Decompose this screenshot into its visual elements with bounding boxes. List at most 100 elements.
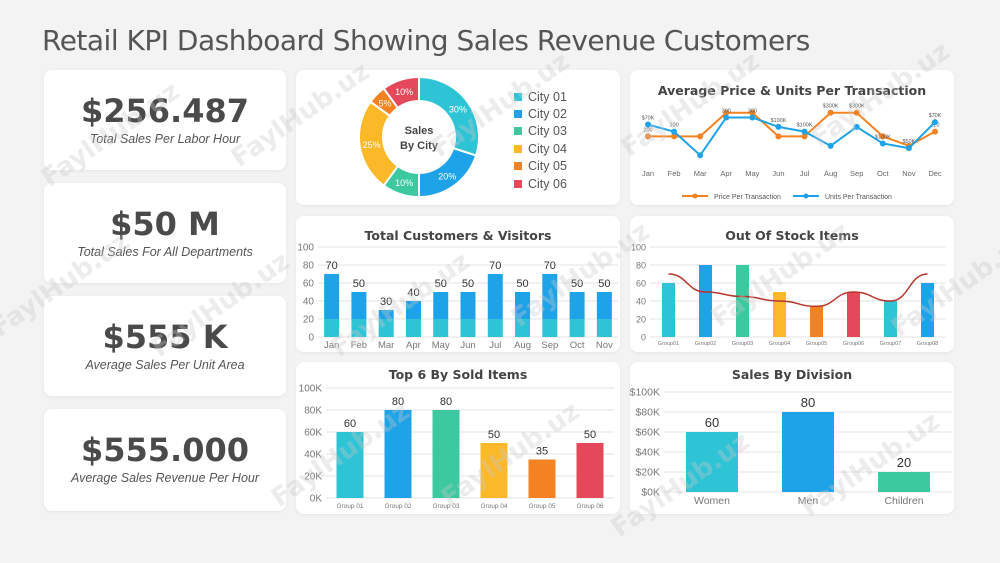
y-tick-label: $100K xyxy=(630,387,660,399)
x-tick-label: Group 05 xyxy=(528,503,555,510)
bar xyxy=(432,410,460,498)
data-label: 30 xyxy=(380,296,392,308)
data-point xyxy=(879,133,886,140)
legend-swatch xyxy=(514,110,522,119)
data-label: 35 xyxy=(536,446,548,458)
data-label: 220 xyxy=(930,123,939,129)
legend-item: City 03 xyxy=(514,123,567,140)
x-tick-label: Jul xyxy=(489,340,501,351)
bar xyxy=(384,410,412,498)
legend-label: Price Per Transaction xyxy=(714,194,781,201)
data-label: 200 xyxy=(643,127,652,133)
bar-segment xyxy=(460,319,476,337)
kpi-value: $555.000 xyxy=(80,431,249,469)
bar xyxy=(336,432,364,498)
y-tick-label: $60K xyxy=(635,427,660,439)
x-tick-label: Dec xyxy=(928,169,942,178)
y-tick-label: 20 xyxy=(636,315,646,325)
x-tick-label: Group07 xyxy=(880,341,901,347)
legend-label: City 04 xyxy=(528,141,567,156)
data-label: 300 xyxy=(748,108,757,114)
bar xyxy=(378,310,394,319)
sales-by-division-card: Sales By Division $0K $20K $40K $60K $80K $10… xyxy=(630,362,954,514)
trend-line xyxy=(668,273,928,308)
x-tick-label: Group 06 xyxy=(576,503,603,510)
x-tick-label: Jun xyxy=(460,340,475,351)
out-of-stock-card: Out Of Stock Items 0 20 40 60 80 100 Group01 Gr… xyxy=(630,216,954,352)
x-tick-label: Sep xyxy=(850,169,863,178)
bar xyxy=(324,274,340,319)
y-tick-label: $0K xyxy=(641,487,660,499)
data-label: $50K xyxy=(902,139,915,145)
data-point xyxy=(801,133,808,140)
bar-segment xyxy=(324,319,340,337)
bar-segment xyxy=(378,319,394,337)
y-tick-label: $80K xyxy=(635,407,660,419)
data-point xyxy=(749,109,756,116)
x-tick-label: May xyxy=(745,169,759,178)
data-label: $100K xyxy=(771,118,787,124)
data-label: 50 xyxy=(353,278,365,290)
avg-price-units-line-chart: Jan Feb Mar Apr May Jun Jul Aug Sep Oct Nov Dec 200 $… xyxy=(642,104,942,201)
y-tick-label: 80 xyxy=(636,261,646,271)
y-tick-label: 100K xyxy=(299,384,323,395)
legend-swatch xyxy=(514,162,522,171)
y-tick-label: 80 xyxy=(303,261,315,272)
data-point xyxy=(775,133,782,140)
bar xyxy=(662,283,675,337)
x-tick-label: Oct xyxy=(877,169,890,178)
data-label: 100 xyxy=(669,123,678,129)
x-tick-label: Children xyxy=(884,495,923,507)
chart-title: Sales By Division xyxy=(731,367,853,382)
data-point xyxy=(853,123,860,130)
legend-swatch xyxy=(514,127,522,136)
data-label: $300K xyxy=(849,104,865,110)
x-tick-label: Sep xyxy=(541,340,558,351)
kpi-value: $50 M xyxy=(110,205,220,243)
kpi-label: Total Sales For All Departments xyxy=(77,245,253,259)
series-line xyxy=(647,116,936,157)
donut-slice-label: 30% xyxy=(449,104,467,114)
donut-slice xyxy=(382,75,420,110)
sales-by-city-legend: City 01 City 02 City 03 City 04 City 05 City … xyxy=(514,88,567,192)
kpi-value: $555 K xyxy=(102,318,228,356)
x-tick-label: Group 04 xyxy=(480,503,507,510)
bar xyxy=(810,305,823,337)
data-label: $70K xyxy=(642,116,655,122)
x-tick-label: Jun xyxy=(772,169,784,178)
y-tick-label: 60 xyxy=(303,279,315,290)
data-point xyxy=(827,109,834,116)
x-tick-label: Group01 xyxy=(658,341,679,347)
legend-swatch xyxy=(514,144,522,153)
data-point xyxy=(723,109,730,116)
bar-segment xyxy=(515,319,531,337)
data-point xyxy=(697,133,704,140)
customers-visitors-bar-chart: 0 20 40 60 80 100 70 Jan 50 Feb 30 Mar 40 Apr 50 May 50 J… xyxy=(297,243,618,351)
data-label: 50 xyxy=(584,429,596,441)
chart-title: Total Customers & Visitors xyxy=(364,228,552,243)
data-point xyxy=(723,114,730,121)
donut-slice-label: 10% xyxy=(395,178,413,188)
customers-visitors-card: Total Customers & Visitors 0 20 40 60 80 100 7… xyxy=(296,216,620,352)
donut-center-label: Sales xyxy=(405,125,434,137)
bar xyxy=(542,274,558,319)
bar xyxy=(596,292,612,319)
bar xyxy=(686,432,738,492)
x-tick-label: Group 03 xyxy=(432,503,459,510)
bar-segment xyxy=(433,319,449,337)
donut-slice-label: 5% xyxy=(379,99,392,109)
kpi-card-sales-revenue-per-hour: $555.000 Average Sales Revenue Per Hour xyxy=(44,409,286,511)
donut-slice-label: 10% xyxy=(395,87,413,97)
kpi-value: $256.487 xyxy=(80,92,249,130)
bar xyxy=(487,274,503,319)
legend-marker xyxy=(803,193,809,199)
data-label: $100K xyxy=(797,123,813,129)
kpi-label: Average Sales Revenue Per Hour xyxy=(70,471,260,485)
data-label: 50 xyxy=(462,278,474,290)
chart-title: Top 6 By Sold Items xyxy=(388,367,528,382)
top-6-sold-items-bar-chart: 0K 20K 40K 60K 80K 100K 60 Group 01 80 Group 02 80… xyxy=(299,384,614,510)
x-tick-label: Group06 xyxy=(843,341,864,347)
y-tick-label: 100 xyxy=(631,243,646,253)
legend-item: City 05 xyxy=(514,158,567,175)
x-tick-label: Group04 xyxy=(769,341,790,347)
